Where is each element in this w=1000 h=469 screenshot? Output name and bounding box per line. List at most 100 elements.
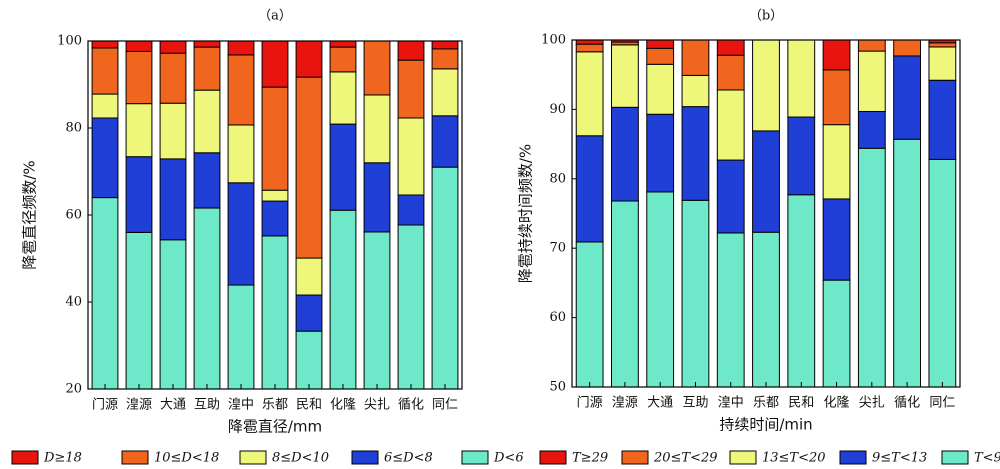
bar-segment xyxy=(431,166,459,390)
bar-segment xyxy=(575,241,604,388)
y-axis-label: 降雹直径频数/% xyxy=(21,160,39,269)
bar-segment xyxy=(928,46,957,81)
bar-segment xyxy=(787,194,816,388)
bar-segment xyxy=(125,156,153,233)
legend-swatch xyxy=(121,450,149,465)
bar-segment xyxy=(611,106,639,202)
bar-segment xyxy=(125,40,153,52)
y-tick-label: 80 xyxy=(549,171,566,186)
legend-swatch xyxy=(11,450,39,465)
bar-segment xyxy=(646,63,675,115)
bar-segment xyxy=(125,231,153,390)
bar-segment xyxy=(857,147,886,388)
x-tick-label: 大通 xyxy=(160,398,186,413)
y-tick-label: 60 xyxy=(549,310,566,325)
bar-segment xyxy=(822,39,851,71)
x-tick-label: 尖扎 xyxy=(364,398,390,413)
bar-segment xyxy=(261,200,289,237)
bar-segment xyxy=(193,207,221,390)
legend-swatch xyxy=(539,450,567,465)
x-tick-label: 湟中 xyxy=(228,398,254,413)
bar-segment xyxy=(295,257,323,296)
bar-segment xyxy=(159,52,187,104)
bar-segment xyxy=(575,43,604,53)
y-tick-label: 20 xyxy=(65,382,82,397)
bar-segment xyxy=(752,39,780,132)
x-tick-label: 互助 xyxy=(194,398,220,413)
chart-title: （a） xyxy=(258,9,292,24)
legend-label: 9≤T<13 xyxy=(872,451,927,466)
bar-segment xyxy=(397,59,425,119)
bar-segment xyxy=(681,39,710,76)
bar-segment xyxy=(857,50,886,112)
y-tick-label: 100 xyxy=(541,33,566,48)
bar-segment xyxy=(363,40,391,96)
x-tick-label: 尖扎 xyxy=(859,396,885,411)
bar-segment xyxy=(329,123,357,211)
chart-title: （b） xyxy=(749,9,783,24)
bar-segment xyxy=(91,197,119,390)
x-tick-label: 大通 xyxy=(647,396,673,411)
bar-segment xyxy=(227,124,255,184)
bar-segment xyxy=(295,76,323,259)
bar-segment xyxy=(227,284,255,390)
legend-label: 20≤T<29 xyxy=(653,451,718,466)
bar-segment xyxy=(363,231,391,390)
bar-segment xyxy=(431,68,459,117)
bar-segment xyxy=(681,199,710,388)
bar-segment xyxy=(857,110,886,149)
x-tick-label: 同仁 xyxy=(432,398,458,413)
bar-segment xyxy=(261,40,289,88)
x-tick-label: 湟源 xyxy=(612,396,638,411)
bar-segment xyxy=(397,224,425,390)
x-tick-label: 门源 xyxy=(92,398,118,413)
bar-segment xyxy=(159,158,187,241)
bar-segment xyxy=(893,55,921,140)
bar-segment xyxy=(611,200,639,388)
legend-swatch xyxy=(839,450,867,465)
bar-segment xyxy=(261,86,289,191)
bar-segment xyxy=(193,152,221,209)
bar-segment xyxy=(261,235,289,390)
bar-segment xyxy=(91,40,119,49)
plot-frame xyxy=(571,39,961,388)
bar-segment xyxy=(227,182,255,286)
x-tick-label: 互助 xyxy=(682,396,708,411)
y-axis-label: 降雹持续时间频数/% xyxy=(517,144,535,283)
legend-label: D≥18 xyxy=(43,451,82,466)
legend-label: 13≤T<20 xyxy=(762,451,826,466)
bar-segment xyxy=(646,191,675,388)
bar-segment xyxy=(716,159,745,234)
x-tick-label: 乐都 xyxy=(753,396,779,411)
bar-segment xyxy=(893,138,921,388)
legend-label: T≥29 xyxy=(572,451,608,466)
bar-segment xyxy=(681,106,710,201)
y-tick-label: 70 xyxy=(549,241,566,256)
x-tick-label: 化隆 xyxy=(824,396,850,411)
bar-segment xyxy=(893,39,921,57)
bar-segment xyxy=(575,39,604,45)
bar-segment xyxy=(91,117,119,199)
legend-swatch xyxy=(351,450,379,465)
legend-label: D<6 xyxy=(493,451,524,466)
bar-segment xyxy=(928,79,957,160)
bar-segment xyxy=(646,113,675,193)
bar-segment xyxy=(431,48,459,70)
y-tick-label: 80 xyxy=(65,121,82,136)
bar-segment xyxy=(928,42,957,48)
bar-segment xyxy=(193,40,221,48)
bar-segment xyxy=(575,51,604,137)
bar-segment xyxy=(329,209,357,390)
bar-segment xyxy=(681,74,710,108)
x-tick-label: 化隆 xyxy=(330,398,356,413)
bar-segment xyxy=(646,47,675,65)
legend-swatch xyxy=(239,450,267,465)
bar-segment xyxy=(295,330,323,390)
y-tick-label: 40 xyxy=(65,295,82,310)
bar-segment xyxy=(857,39,886,52)
bar-segment xyxy=(822,69,851,126)
bar-segment xyxy=(329,46,357,73)
bar-segment xyxy=(159,102,187,160)
x-axis-label: 降雹直径/mm xyxy=(228,418,322,436)
x-tick-label: 民和 xyxy=(788,396,814,411)
